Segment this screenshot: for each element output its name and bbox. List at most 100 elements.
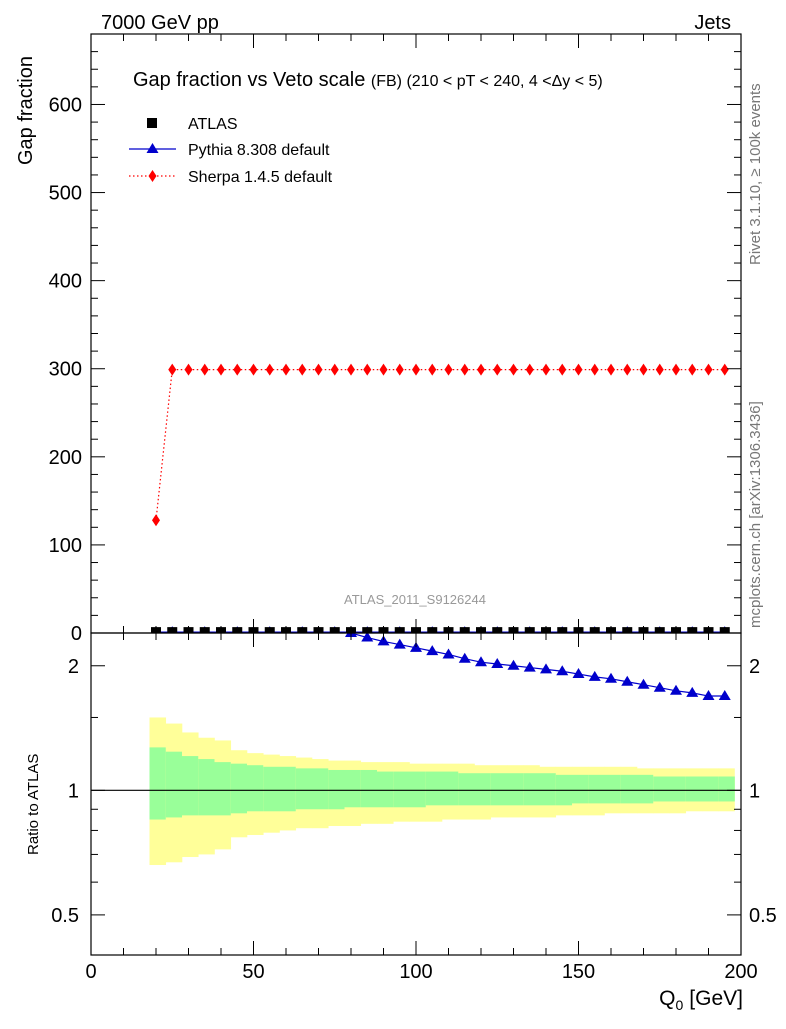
inner-band-bin bbox=[198, 759, 215, 816]
pythia-ratio-point bbox=[702, 690, 715, 701]
analysis-watermark: ATLAS_2011_S9126244 bbox=[344, 592, 486, 607]
sherpa-point bbox=[184, 363, 193, 376]
sherpa-point bbox=[720, 363, 729, 376]
pythia-ratio-point bbox=[507, 659, 520, 670]
sherpa-point bbox=[704, 363, 713, 376]
atlas-point bbox=[719, 627, 730, 633]
atlas-point bbox=[687, 627, 698, 633]
x-tick-label: 150 bbox=[562, 961, 595, 983]
pythia-ratio-point bbox=[296, 609, 308, 619]
pythia-ratio-point bbox=[199, 562, 211, 572]
sherpa-point bbox=[623, 363, 632, 376]
sherpa-main-line bbox=[155, 369, 725, 521]
inner-band-bin bbox=[360, 769, 378, 808]
legend-atlas-label: ATLAS bbox=[188, 116, 238, 133]
sherpa-point bbox=[298, 363, 307, 376]
pythia-ratio-point bbox=[248, 590, 260, 600]
y-ratio-tick-label: 0.5 bbox=[51, 905, 79, 927]
inner-band-bin bbox=[377, 771, 394, 808]
inner-band-bin bbox=[247, 765, 264, 812]
header-energy-label: 7000 GeV pp bbox=[101, 12, 219, 34]
inner-band-bin bbox=[393, 771, 410, 808]
sherpa-point bbox=[152, 514, 160, 527]
pythia-ratio-point bbox=[637, 678, 650, 689]
sherpa-point bbox=[558, 363, 567, 376]
y-axis-label-ratio: Ratio to ATLAS bbox=[25, 754, 42, 855]
sherpa-point bbox=[412, 363, 420, 376]
y-main-tick-label: 0 bbox=[71, 623, 82, 645]
sherpa-point bbox=[347, 363, 355, 376]
sherpa-point bbox=[639, 363, 648, 376]
pythia-ratio-point bbox=[491, 657, 504, 668]
sherpa-point bbox=[460, 363, 469, 376]
x-axis-label-subscript: 0 bbox=[676, 997, 684, 1013]
inner-band-bin bbox=[279, 766, 297, 812]
sherpa-point bbox=[574, 363, 583, 376]
inner-band-bin bbox=[702, 776, 719, 802]
y-main-tick-label: 100 bbox=[49, 535, 82, 557]
axes: 0 50 100 150 200 0 100 200 300 400 500 600 0.5 0.5 1 1 2… bbox=[49, 34, 777, 983]
pythia-ratio-point bbox=[264, 596, 276, 606]
pythia-ratio-point bbox=[540, 663, 552, 674]
uncertainty-bands bbox=[149, 717, 735, 866]
x-axis-label-symbol: Q bbox=[659, 987, 675, 1010]
sherpa-point bbox=[330, 363, 339, 376]
inner-band-bin bbox=[409, 771, 427, 808]
inner-band-bin bbox=[507, 773, 524, 806]
pythia-ratio-point bbox=[426, 645, 439, 656]
inner-band-bin bbox=[669, 776, 687, 802]
inner-band-bin bbox=[312, 768, 329, 810]
pythia-ratio-point bbox=[556, 665, 569, 676]
pythia-ratio-line bbox=[349, 633, 725, 697]
pythia-ratio-point bbox=[588, 670, 601, 681]
sherpa-point bbox=[493, 363, 502, 376]
atlas-point bbox=[297, 627, 308, 633]
rivet-version-label: Rivet 3.1.10, ≥ 100k events bbox=[747, 83, 764, 265]
inner-band-bin bbox=[442, 771, 459, 806]
y-ratio-tick-label-right: 1 bbox=[749, 780, 760, 802]
sherpa-point bbox=[542, 363, 550, 376]
inner-band-bin bbox=[620, 774, 638, 804]
atlas-point bbox=[264, 627, 275, 633]
y-ratio-tick-label: 1 bbox=[68, 780, 79, 802]
pythia-ratio-point bbox=[183, 549, 195, 559]
x-tick-label: 50 bbox=[242, 961, 264, 983]
mcplots-label: mcplots.cern.ch [arXiv:1306.3436] bbox=[747, 401, 764, 628]
sherpa-point bbox=[314, 363, 323, 376]
inner-band-bin bbox=[523, 773, 540, 806]
sherpa-point bbox=[607, 363, 615, 376]
sherpa-point bbox=[363, 363, 372, 376]
inner-band-bin bbox=[685, 776, 703, 802]
x-axis-label: Q0 [GeV] bbox=[659, 987, 743, 1013]
atlas-point bbox=[329, 627, 340, 633]
atlas-point bbox=[459, 627, 470, 633]
pythia-ratio-point bbox=[523, 661, 536, 672]
atlas-point bbox=[622, 627, 633, 633]
legend-pythia-marker bbox=[146, 143, 159, 153]
sherpa-point bbox=[233, 363, 242, 376]
pythia-ratio-point bbox=[377, 635, 390, 646]
pythia-ratio-point bbox=[458, 652, 471, 663]
header-category-label: Jets bbox=[694, 12, 731, 34]
inner-band-bin bbox=[295, 768, 313, 810]
y-main-tick-label: 300 bbox=[49, 359, 82, 381]
y-ratio-tick-label-right: 0.5 bbox=[749, 905, 777, 927]
sherpa-point bbox=[395, 363, 404, 376]
y-main-tick-label: 600 bbox=[49, 94, 82, 116]
inner-band-bin bbox=[263, 766, 280, 812]
y-main-tick-label: 200 bbox=[49, 447, 82, 469]
sherpa-point bbox=[379, 363, 388, 376]
atlas-point bbox=[232, 627, 243, 633]
sherpa-point bbox=[477, 363, 485, 376]
inner-band-bin bbox=[214, 762, 232, 816]
legend-atlas-marker bbox=[147, 118, 157, 128]
y-main-tick-label: 500 bbox=[49, 183, 82, 205]
sherpa-point bbox=[590, 363, 599, 376]
legend: ATLAS Pythia 8.308 default Sherpa 1.4.5 … bbox=[129, 116, 333, 186]
sherpa-point bbox=[428, 363, 437, 376]
inner-band-bin bbox=[230, 763, 248, 814]
inner-band-bin bbox=[572, 774, 589, 804]
pythia-ratio-point bbox=[686, 686, 699, 697]
inner-band-bin bbox=[182, 756, 199, 816]
